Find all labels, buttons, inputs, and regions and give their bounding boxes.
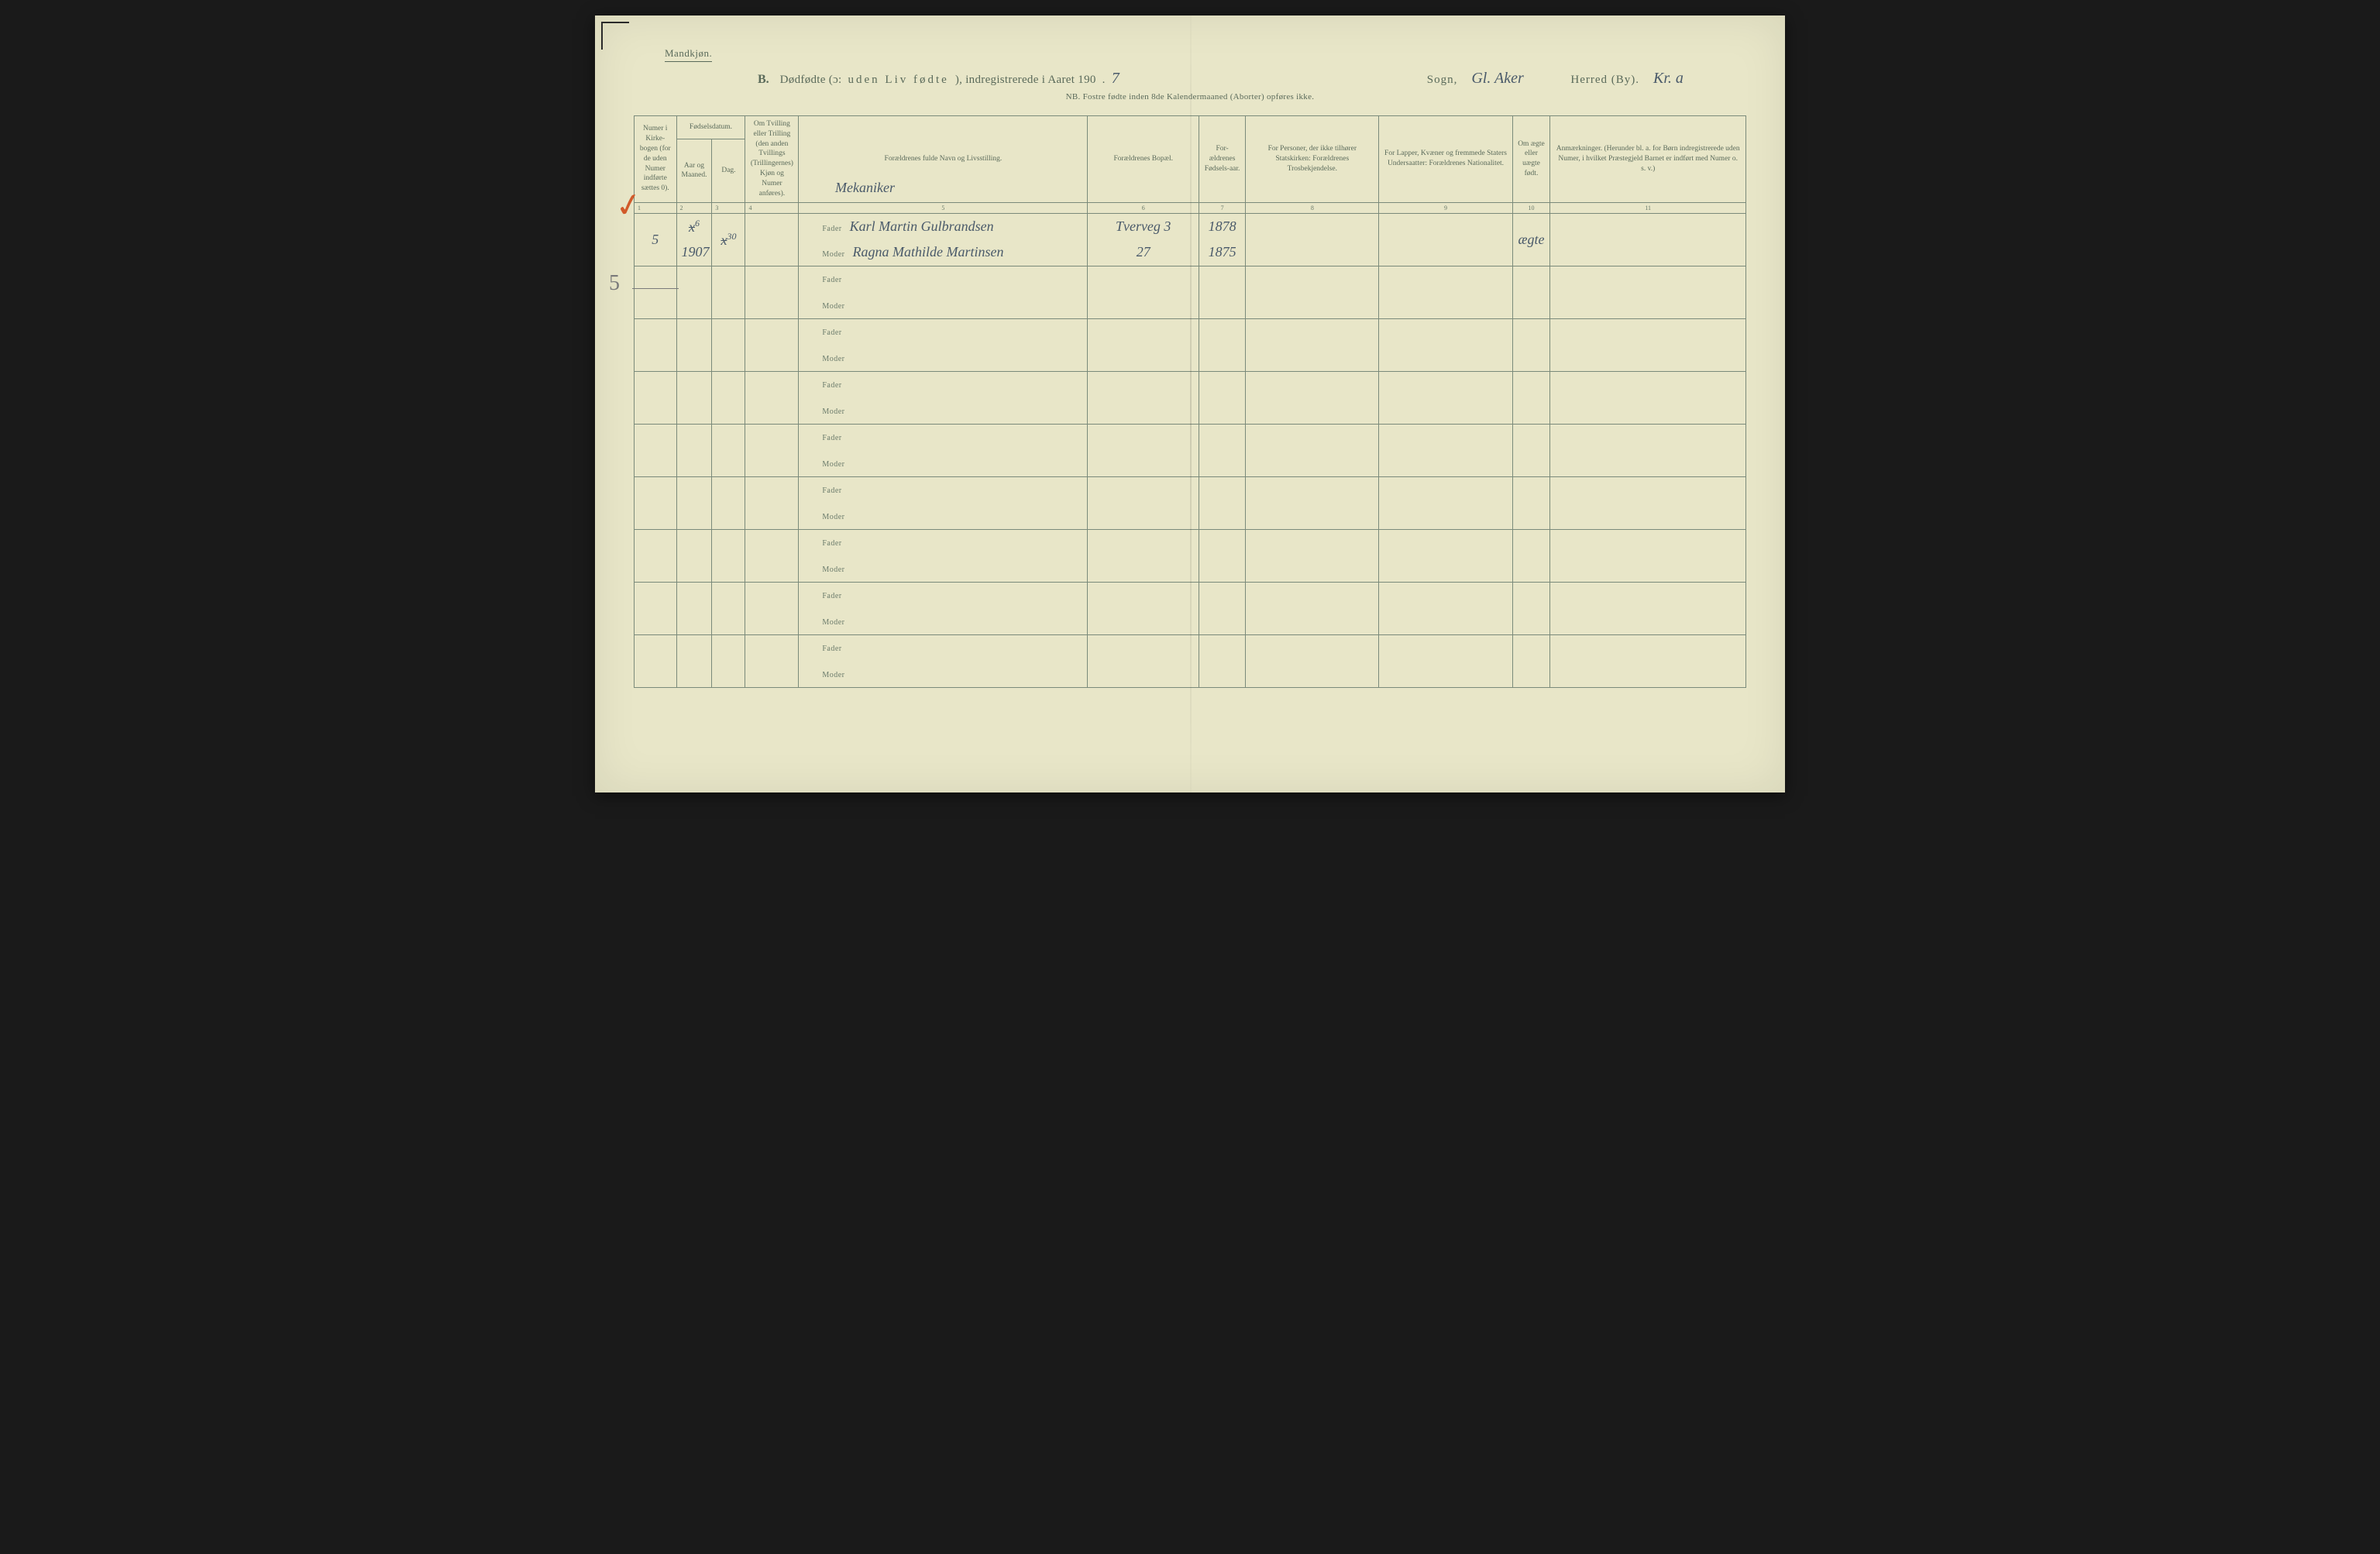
pencil-line — [632, 288, 679, 289]
table-row: Fader — [635, 424, 1746, 450]
cn-6: 6 — [1088, 202, 1199, 213]
column-numbers: 1 2 3 4 5 6 7 8 9 10 11 — [635, 202, 1746, 213]
sogn-value: Gl. Aker — [1471, 70, 1556, 88]
cn-11: 11 — [1550, 202, 1746, 213]
cn-3: 3 — [712, 202, 745, 213]
th-1: Numer i Kirke-bogen (for de uden Numer i… — [635, 116, 677, 203]
cn-2: 2 — [676, 202, 712, 213]
table-row: Fader — [635, 634, 1746, 661]
cn-10: 10 — [1512, 202, 1550, 213]
table-row: 5x6x30FaderKarl Martin GulbrandsenTverve… — [635, 213, 1746, 239]
table-head: Numer i Kirke-bogen (for de uden Numer i… — [635, 116, 1746, 214]
cn-5: 5 — [799, 202, 1088, 213]
th-8: For Lapper, Kvæner og fremmede Staters U… — [1379, 116, 1512, 203]
th-5: Forældrenes Bopæl. — [1088, 116, 1199, 203]
sogn-label: Sogn, — [1427, 74, 1458, 87]
table-row: Fader — [635, 582, 1746, 608]
register-page: Mandkjøn. B. Dødfødte (ɔ: uden Liv fødte… — [595, 15, 1785, 792]
table-row: Fader — [635, 266, 1746, 292]
table-row: Fader — [635, 529, 1746, 555]
title-main-2: ), indregistrerede i Aaret 190 — [955, 74, 1096, 87]
herred-label: Herred (By). — [1570, 74, 1639, 87]
table-row: Fader — [635, 318, 1746, 345]
th-7: For Personer, der ikke tilhører Statskir… — [1246, 116, 1379, 203]
corner-mark — [601, 22, 629, 50]
occupation-hand: Mekaniker — [835, 180, 895, 196]
title-b: B. — [758, 73, 769, 87]
th-2b: Dag. — [712, 139, 745, 202]
cn-9: 9 — [1379, 202, 1512, 213]
cn-1: 1 — [635, 202, 677, 213]
herred-value: Kr. a — [1653, 70, 1715, 88]
header-top: Mandkjøn. — [665, 46, 1746, 62]
subtitle: NB. Fostre fødte inden 8de Kalendermaane… — [634, 92, 1746, 101]
cn-4: 4 — [745, 202, 799, 213]
year-suffix-hand: 7 — [1112, 70, 1119, 88]
title-spaced: uden Liv fødte — [848, 74, 949, 87]
cn-8: 8 — [1246, 202, 1379, 213]
gender-label: Mandkjøn. — [665, 47, 712, 62]
title-main-1: Dødfødte (ɔ: — [780, 74, 842, 87]
pencil-number: 5 — [609, 271, 620, 296]
th-2a: Aar og Maaned. — [676, 139, 712, 202]
register-table: Numer i Kirke-bogen (for de uden Numer i… — [634, 115, 1746, 688]
th-9: Om ægte eller uægte født. — [1512, 116, 1550, 203]
th-3: Om Tvilling eller Trilling (den anden Tv… — [745, 116, 799, 203]
cn-7: 7 — [1199, 202, 1245, 213]
title-right: Sogn, Gl. Aker Herred (By). Kr. a — [1427, 70, 1715, 88]
th-2: Fødselsdatum. — [676, 116, 745, 139]
title-dot: . — [1102, 74, 1106, 87]
th-10: Anmærkninger. (Herunder bl. a. for Børn … — [1550, 116, 1746, 203]
th-6: For-ældrenes Fødsels-aar. — [1199, 116, 1245, 203]
table-row: Fader — [635, 371, 1746, 397]
title-row: B. Dødfødte (ɔ: uden Liv fødte ), indreg… — [758, 70, 1746, 88]
table-row: Fader — [635, 476, 1746, 503]
table-body: 5x6x30FaderKarl Martin GulbrandsenTverve… — [635, 213, 1746, 687]
